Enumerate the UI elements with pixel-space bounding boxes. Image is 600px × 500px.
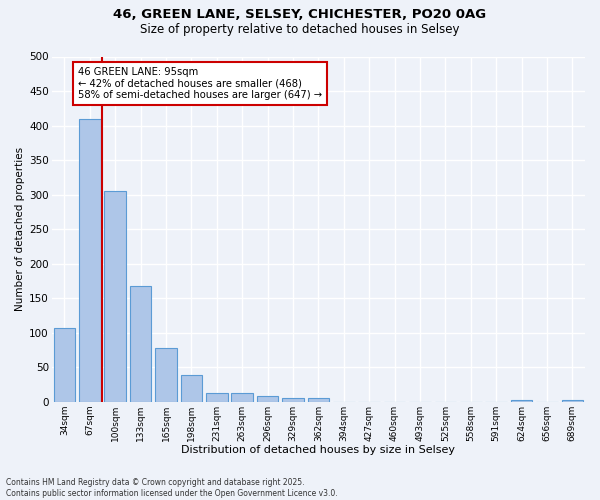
Bar [181, 376, 202, 402]
Bar [155, 348, 177, 402]
Bar [562, 400, 583, 402]
Text: Size of property relative to detached houses in Selsey: Size of property relative to detached ho… [140, 22, 460, 36]
Bar [282, 398, 304, 402]
Text: Contains HM Land Registry data © Crown copyright and database right 2025.
Contai: Contains HM Land Registry data © Crown c… [6, 478, 338, 498]
Bar [79, 118, 101, 402]
Y-axis label: Number of detached properties: Number of detached properties [15, 147, 25, 311]
Bar [232, 394, 253, 402]
Text: 46, GREEN LANE, SELSEY, CHICHESTER, PO20 0AG: 46, GREEN LANE, SELSEY, CHICHESTER, PO20… [113, 8, 487, 20]
Bar [206, 392, 227, 402]
Bar [511, 400, 532, 402]
Text: 46 GREEN LANE: 95sqm
← 42% of detached houses are smaller (468)
58% of semi-deta: 46 GREEN LANE: 95sqm ← 42% of detached h… [79, 67, 322, 100]
Bar [308, 398, 329, 402]
Bar [104, 191, 126, 402]
X-axis label: Distribution of detached houses by size in Selsey: Distribution of detached houses by size … [181, 445, 455, 455]
Bar [257, 396, 278, 402]
Bar [130, 286, 151, 402]
Bar [53, 328, 75, 402]
